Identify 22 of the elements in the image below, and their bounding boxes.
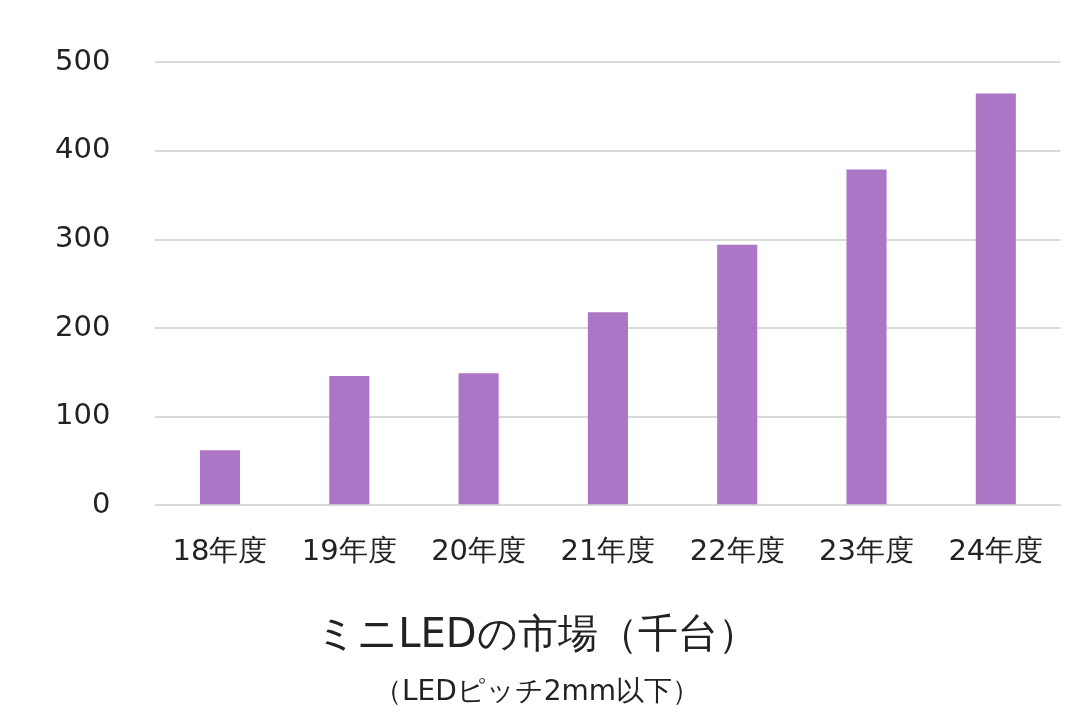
text: （LEDピッチ2mm以下） [372, 673, 702, 709]
bar [199, 450, 241, 505]
x-tick-label: 19年度 [301, 533, 397, 568]
x-tick-label: 23年度 [819, 533, 914, 568]
y-tick-label: 100 [54, 397, 111, 432]
bar [717, 244, 758, 505]
bar [458, 373, 499, 505]
x-tick-label: 18年度 [172, 533, 268, 568]
y-tick-label: 500 [54, 42, 111, 77]
x-tick-label: 20年度 [431, 533, 527, 568]
bar [587, 312, 628, 505]
bar [846, 169, 887, 505]
x-tick-label: 24年度 [948, 533, 1044, 568]
y-tick-label: 0 [91, 485, 111, 520]
x-tick-label: 21年度 [560, 533, 656, 568]
y-tick-label: 300 [54, 220, 111, 255]
bar [975, 93, 1016, 505]
y-tick-label: 400 [54, 131, 111, 166]
bar [329, 375, 370, 505]
y-tick-label: 200 [54, 308, 111, 343]
x-tick-label: 22年度 [689, 533, 785, 568]
text: ミニLEDの市場（千台） [315, 609, 759, 658]
